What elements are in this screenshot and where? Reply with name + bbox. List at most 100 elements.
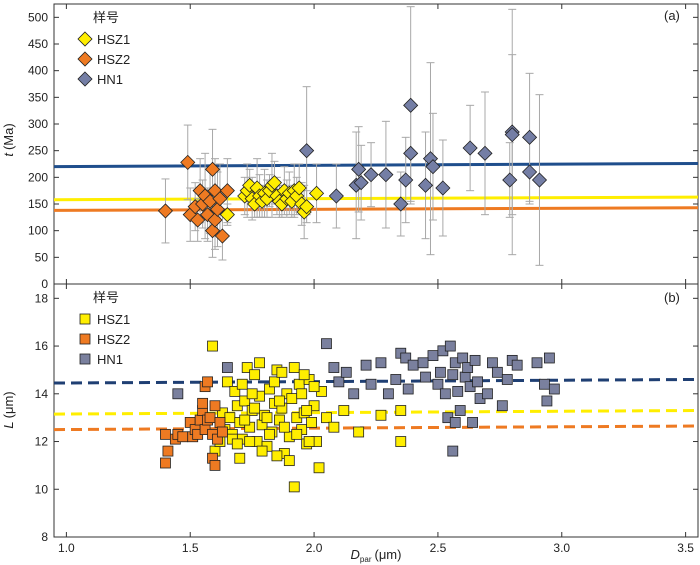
- x-tick-label: 1.0: [58, 541, 75, 555]
- point-hsz2: [160, 428, 171, 440]
- point-hsz2: [209, 459, 221, 471]
- reference-line-hn1: [53, 161, 699, 169]
- point-hn1: [340, 366, 352, 378]
- y-tick-label: 500: [28, 10, 48, 24]
- legend-label-hsz1: HSZ1: [97, 32, 130, 47]
- reference-line-hsz1: [53, 195, 699, 202]
- point-hsz1: [239, 395, 251, 407]
- point-hn1: [522, 164, 538, 180]
- point-hn1: [543, 352, 555, 364]
- svg-text:L(μm): L (μm): [1, 391, 16, 428]
- x-axis-var: D: [351, 547, 360, 562]
- point-hsz1: [261, 412, 273, 424]
- point-hn1: [435, 180, 451, 196]
- point-hn1: [172, 388, 184, 400]
- point-hn1: [393, 196, 409, 212]
- panel-b-x-ticks: 1.0 1.5 2.0 2.5 3.0 3.5: [58, 284, 694, 555]
- point-hn1: [375, 357, 387, 369]
- svg-text:t(Ma): t (Ma): [1, 123, 16, 156]
- point-hsz1: [276, 366, 288, 378]
- point-hsz1: [241, 362, 253, 373]
- point-hsz2: [202, 376, 213, 388]
- point-hsz1: [229, 386, 241, 397]
- point-hn1: [417, 177, 434, 193]
- x-tick-label: 3.0: [553, 541, 570, 555]
- legend-marker-hsz2: [79, 333, 91, 345]
- legend-label-hn1: HN1: [97, 352, 123, 367]
- x-axis-label: Dpar (μm): [351, 547, 402, 564]
- point-hn1: [417, 357, 429, 369]
- panel-b-y-var: L: [1, 421, 16, 428]
- panel-b-y-ticks: 8 10 12 14 16 18: [35, 291, 698, 544]
- point-hsz1: [288, 362, 300, 373]
- panel-a-legend: 样号 HSZ1 HSZ2 HN1: [77, 10, 130, 87]
- point-hsz1: [256, 445, 268, 457]
- point-hn1: [531, 172, 548, 188]
- point-hsz2: [160, 457, 171, 469]
- panel-a-points: [157, 97, 548, 244]
- point-hn1: [491, 366, 503, 378]
- point-hn1: [454, 405, 466, 416]
- point-hsz1: [353, 426, 365, 438]
- legend-label-hsz2: HSZ2: [97, 52, 130, 67]
- point-hn1: [363, 167, 379, 183]
- y-tick-label: 200: [28, 170, 48, 184]
- panel-b-legend-title: 样号: [93, 290, 119, 305]
- x-tick-label: 2.0: [306, 541, 323, 555]
- point-hn1: [221, 362, 233, 373]
- point-hsz1: [301, 405, 313, 416]
- point-hsz1: [286, 393, 298, 404]
- y-tick-label: 450: [28, 37, 48, 51]
- point-hn1: [321, 338, 332, 350]
- point-hsz2: [209, 201, 226, 217]
- point-hn1: [328, 188, 344, 204]
- y-tick-label: 8: [41, 530, 48, 544]
- panel-b-label: (b): [664, 290, 680, 305]
- point-hn1: [365, 378, 377, 390]
- panel-a-y-unit: (Ma): [1, 123, 16, 150]
- point-hsz2: [180, 154, 196, 170]
- point-hn1: [378, 167, 394, 183]
- point-hn1: [447, 445, 459, 457]
- legend-marker-hsz1: [79, 313, 91, 325]
- panel-b-y-unit: (μm): [1, 391, 16, 418]
- legend-marker-hsz1: [77, 31, 93, 47]
- point-hsz1: [254, 357, 265, 369]
- point-hsz1: [321, 412, 332, 424]
- point-hsz1: [308, 185, 325, 201]
- point-hn1: [425, 159, 441, 175]
- point-hn1: [439, 388, 451, 400]
- point-hsz1: [264, 428, 275, 440]
- panel-b-legend: 样号 HSZ1 HSZ2 HN1: [79, 290, 130, 367]
- point-hsz1: [249, 369, 261, 381]
- point-hsz1: [299, 199, 315, 215]
- point-hn1: [457, 352, 469, 364]
- panel-a-legend-title: 样号: [93, 10, 119, 25]
- point-hsz1: [291, 428, 303, 440]
- point-hsz1: [291, 180, 307, 196]
- point-hn1: [487, 357, 498, 369]
- point-hsz2: [214, 228, 230, 244]
- legend-label-hsz2: HSZ2: [97, 332, 130, 347]
- point-hn1: [400, 352, 412, 364]
- legend-marker-hn1: [77, 71, 93, 87]
- point-hsz2: [217, 426, 228, 438]
- legend-label-hn1: HN1: [97, 72, 123, 87]
- panel-a-y-var: t: [1, 152, 16, 157]
- point-hsz2: [212, 191, 228, 207]
- x-axis-unit: (μm): [374, 547, 401, 562]
- x-tick-label: 3.5: [677, 541, 694, 555]
- point-hsz1: [298, 369, 310, 381]
- panel-b: 8 10 12 14 16 18 1.0 1.5 2.0 2.5 3.0 3.5 (b) L (μm)…: [1, 283, 699, 564]
- y-tick-label: 14: [35, 387, 49, 401]
- y-tick-label: 100: [28, 224, 48, 238]
- point-hn1: [477, 145, 493, 161]
- point-hsz1: [278, 421, 290, 433]
- point-hsz2: [177, 431, 189, 443]
- point-hn1: [501, 374, 513, 385]
- point-hsz1: [231, 438, 243, 450]
- panel-a-label: (a): [664, 8, 680, 23]
- point-hn1: [462, 362, 474, 373]
- point-hn1: [328, 362, 340, 373]
